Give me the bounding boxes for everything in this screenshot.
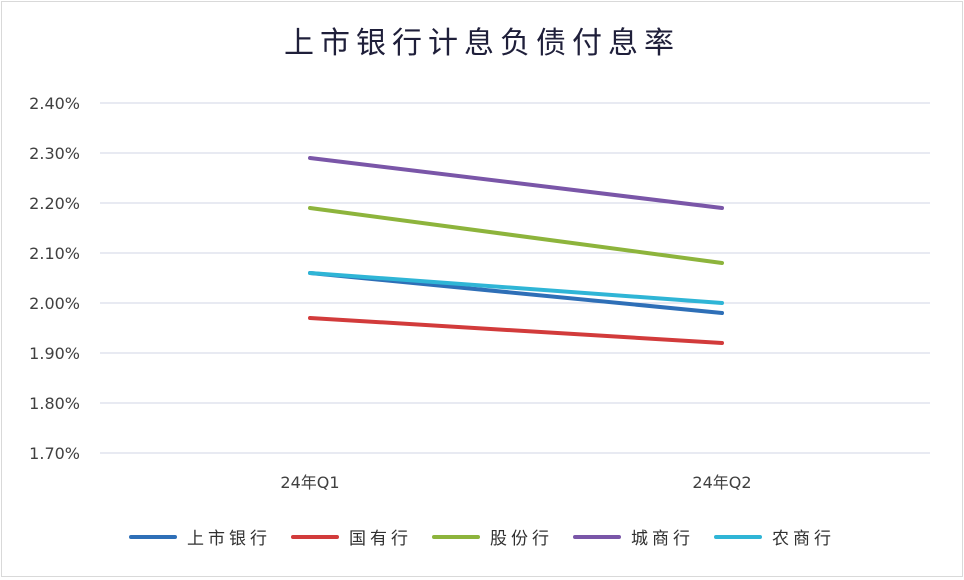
- y-tick-label: 2.10%: [29, 244, 80, 263]
- gridlines: [100, 102, 930, 454]
- legend-label: 城商行: [631, 529, 694, 549]
- legend-swatch: [714, 534, 762, 539]
- legend-swatch: [573, 534, 621, 539]
- y-tick-label: 2.40%: [29, 94, 80, 113]
- y-tick-label: 2.00%: [29, 294, 80, 313]
- legend-item: 城商行: [573, 524, 694, 549]
- series-lines: [308, 156, 724, 345]
- legend-swatch: [129, 534, 177, 539]
- x-tick-label: 24年Q2: [692, 473, 751, 492]
- legend-swatch: [432, 534, 480, 539]
- legend-label: 农商行: [772, 529, 835, 549]
- legend-item: 股份行: [432, 524, 553, 549]
- legend-item: 农商行: [714, 524, 835, 549]
- legend-swatch: [291, 534, 339, 539]
- chart-title: 上市银行计息负债付息率: [284, 26, 680, 61]
- legend: 上市银行 国有行 股份行 城商行 农商行: [0, 524, 964, 549]
- series-line-1: [308, 316, 724, 345]
- legend-item: 上市银行: [129, 524, 271, 549]
- legend-label: 股份行: [490, 529, 553, 549]
- y-tick-label: 1.70%: [29, 444, 80, 463]
- legend-item: 国有行: [291, 524, 412, 549]
- legend-label: 上市银行: [187, 529, 271, 549]
- series-line-3: [308, 156, 724, 210]
- y-axis-ticks: 1.70% 1.80% 1.90% 2.00% 2.10% 2.20% 2.30% 2.40%: [29, 94, 80, 463]
- y-tick-label: 1.90%: [29, 344, 80, 363]
- y-tick-label: 1.80%: [29, 394, 80, 413]
- series-line-2: [308, 206, 724, 265]
- x-axis-ticks: 24年Q1 24年Q2: [280, 473, 751, 492]
- y-tick-label: 2.30%: [29, 144, 80, 163]
- legend-label: 国有行: [349, 529, 412, 549]
- y-tick-label: 2.20%: [29, 194, 80, 213]
- x-tick-label: 24年Q1: [280, 473, 339, 492]
- series-line-4: [308, 271, 724, 305]
